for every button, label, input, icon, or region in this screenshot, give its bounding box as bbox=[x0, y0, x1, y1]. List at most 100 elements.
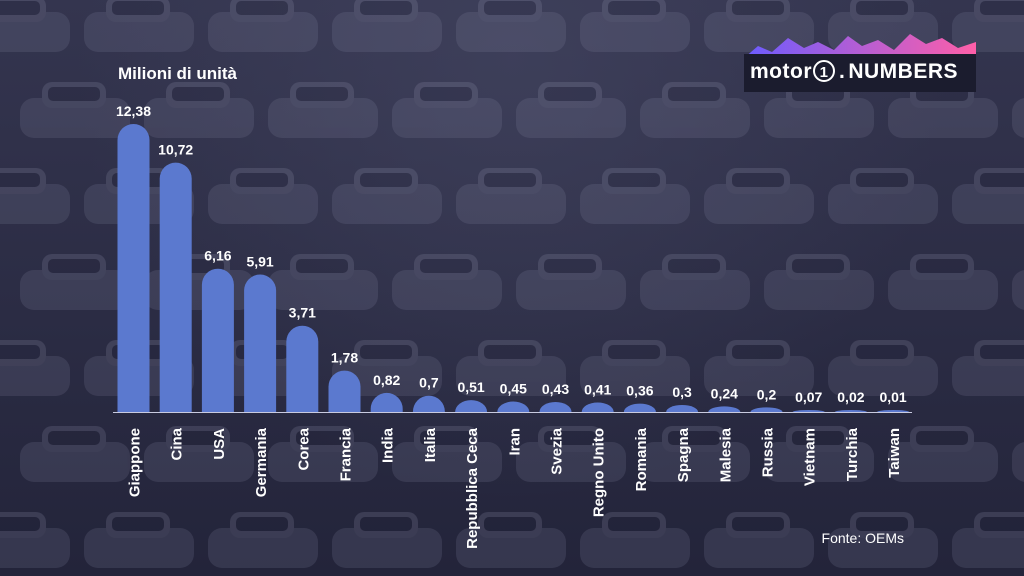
car-silhouette bbox=[828, 512, 938, 568]
category-label: Repubblica Ceca bbox=[464, 427, 481, 549]
car-silhouette bbox=[764, 426, 874, 482]
logo-dot: . bbox=[839, 60, 846, 83]
car-silhouette bbox=[0, 168, 70, 224]
car-silhouette bbox=[208, 168, 318, 224]
value-label: 6,16 bbox=[204, 248, 231, 264]
value-label: 0,02 bbox=[837, 389, 864, 405]
car-silhouette bbox=[268, 254, 378, 310]
bar-francia bbox=[328, 370, 361, 412]
value-label: 0,45 bbox=[500, 381, 527, 397]
value-label: 0,36 bbox=[626, 383, 653, 399]
logo-one-circle: 1 bbox=[813, 60, 835, 82]
value-label: 10,72 bbox=[158, 142, 193, 158]
car-silhouette bbox=[888, 426, 998, 482]
car-silhouette bbox=[888, 82, 998, 138]
category-label: USA bbox=[211, 428, 228, 460]
car-silhouette bbox=[268, 426, 378, 482]
car-silhouette bbox=[580, 0, 690, 52]
category-label: Giappone bbox=[127, 428, 144, 497]
bar-germania bbox=[244, 274, 277, 412]
value-label: 12,38 bbox=[116, 103, 151, 119]
bar-iran bbox=[497, 401, 530, 412]
car-silhouette bbox=[580, 340, 690, 396]
bar-malesia bbox=[708, 406, 741, 412]
car-silhouette bbox=[704, 512, 814, 568]
car-silhouette bbox=[456, 512, 566, 568]
car-silhouette bbox=[456, 0, 566, 52]
value-label: 0,51 bbox=[457, 379, 484, 395]
bar-regno-unito bbox=[581, 402, 614, 412]
bar-spagna bbox=[666, 405, 699, 412]
category-label: Germania bbox=[253, 427, 270, 497]
car-silhouette bbox=[764, 254, 874, 310]
logo-wordmark: motor 1. NUMBERS bbox=[750, 60, 958, 84]
category-label: Regno Unito bbox=[591, 428, 608, 517]
category-label: Romania bbox=[633, 427, 650, 491]
car-silhouette bbox=[888, 254, 998, 310]
car-silhouette bbox=[84, 0, 194, 52]
car-silhouette bbox=[828, 168, 938, 224]
category-label: Russia bbox=[760, 427, 777, 477]
car-silhouette bbox=[0, 512, 70, 568]
bar-corea bbox=[286, 325, 319, 412]
car-silhouette bbox=[704, 340, 814, 396]
category-label: Italia bbox=[422, 427, 439, 462]
car-silhouette bbox=[516, 254, 626, 310]
car-silhouette bbox=[144, 82, 254, 138]
bar-italia bbox=[412, 395, 445, 412]
car-silhouette bbox=[456, 168, 566, 224]
car-silhouette bbox=[704, 168, 814, 224]
car-silhouette bbox=[20, 82, 130, 138]
car-silhouette bbox=[84, 512, 194, 568]
car-silhouette bbox=[332, 512, 442, 568]
car-silhouette bbox=[952, 0, 1024, 52]
car-silhouette bbox=[332, 0, 442, 52]
value-label: 0,82 bbox=[373, 372, 400, 388]
bar-giappone bbox=[117, 124, 150, 412]
car-silhouette bbox=[208, 512, 318, 568]
bar-romania bbox=[623, 403, 656, 412]
car-silhouette bbox=[20, 254, 130, 310]
car-silhouette bbox=[580, 168, 690, 224]
car-silhouette bbox=[516, 82, 626, 138]
bar-repubblica-ceca bbox=[455, 400, 488, 412]
car-silhouette bbox=[144, 426, 254, 482]
bar-india bbox=[370, 392, 403, 412]
car-silhouette bbox=[20, 426, 130, 482]
car-silhouette bbox=[392, 426, 502, 482]
car-silhouette bbox=[1012, 442, 1024, 482]
car-silhouette bbox=[952, 512, 1024, 568]
category-label: Malesia bbox=[717, 427, 734, 482]
car-silhouette bbox=[640, 254, 750, 310]
bar-russia bbox=[750, 407, 783, 412]
source-note: Fonte: OEMs bbox=[821, 530, 904, 546]
car-silhouette bbox=[952, 340, 1024, 396]
car-silhouette bbox=[952, 168, 1024, 224]
car-silhouette bbox=[828, 340, 938, 396]
car-silhouette bbox=[764, 82, 874, 138]
category-label: Turchia bbox=[844, 427, 861, 481]
car-silhouette bbox=[0, 0, 70, 52]
category-label: Taiwan bbox=[886, 428, 903, 478]
logo-brand: motor bbox=[750, 60, 812, 83]
bar-usa bbox=[201, 268, 234, 412]
car-silhouette bbox=[208, 0, 318, 52]
category-label: Svezia bbox=[549, 427, 566, 474]
category-label: Cina bbox=[169, 427, 186, 460]
car-silhouette bbox=[1012, 270, 1024, 310]
bar-svezia bbox=[539, 401, 572, 412]
value-label: 0,07 bbox=[795, 389, 822, 405]
car-silhouette bbox=[516, 426, 626, 482]
value-label: 0,43 bbox=[542, 381, 569, 397]
car-silhouette bbox=[392, 254, 502, 310]
car-silhouette bbox=[456, 340, 566, 396]
bar-cina bbox=[159, 162, 192, 412]
value-label: 0,3 bbox=[672, 384, 692, 400]
logo-mountain-graphic bbox=[744, 34, 976, 92]
logo-suffix: NUMBERS bbox=[848, 60, 959, 83]
car-silhouette bbox=[640, 426, 750, 482]
car-silhouette bbox=[268, 82, 378, 138]
value-label: 5,91 bbox=[246, 254, 273, 270]
car-silhouette bbox=[580, 512, 690, 568]
category-label: Corea bbox=[295, 427, 312, 470]
